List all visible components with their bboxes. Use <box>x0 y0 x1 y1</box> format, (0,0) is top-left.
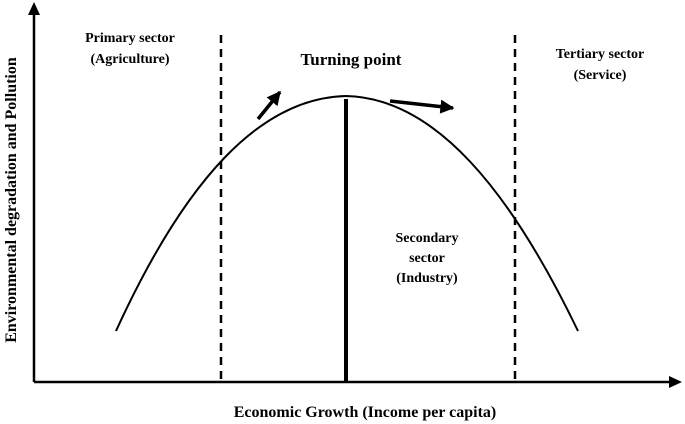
primary-sector-sublabel: (Agriculture) <box>90 52 169 67</box>
secondary-sector-label: Secondary <box>396 231 459 246</box>
rising-arrow-icon <box>256 90 282 121</box>
primary-sector-label: Primary sector <box>85 31 175 46</box>
tertiary-sector-label: Tertiary sector <box>556 47 645 62</box>
secondary-sector-label-line2: sector <box>409 251 445 266</box>
y-axis-label: Environmental degradation and Pollution <box>3 57 20 343</box>
turning-point-label: Turning point <box>301 50 402 69</box>
secondary-sector-sublabel: (Industry) <box>396 271 458 286</box>
y-axis-arrow-icon <box>28 2 40 15</box>
tertiary-sector-sublabel: (Service) <box>574 68 627 83</box>
x-axis-label: Economic Growth (Income per capita) <box>234 404 496 421</box>
falling-arrow-icon <box>389 99 455 114</box>
kuznets-curve <box>115 94 579 332</box>
x-axis-arrow-icon <box>669 376 682 388</box>
